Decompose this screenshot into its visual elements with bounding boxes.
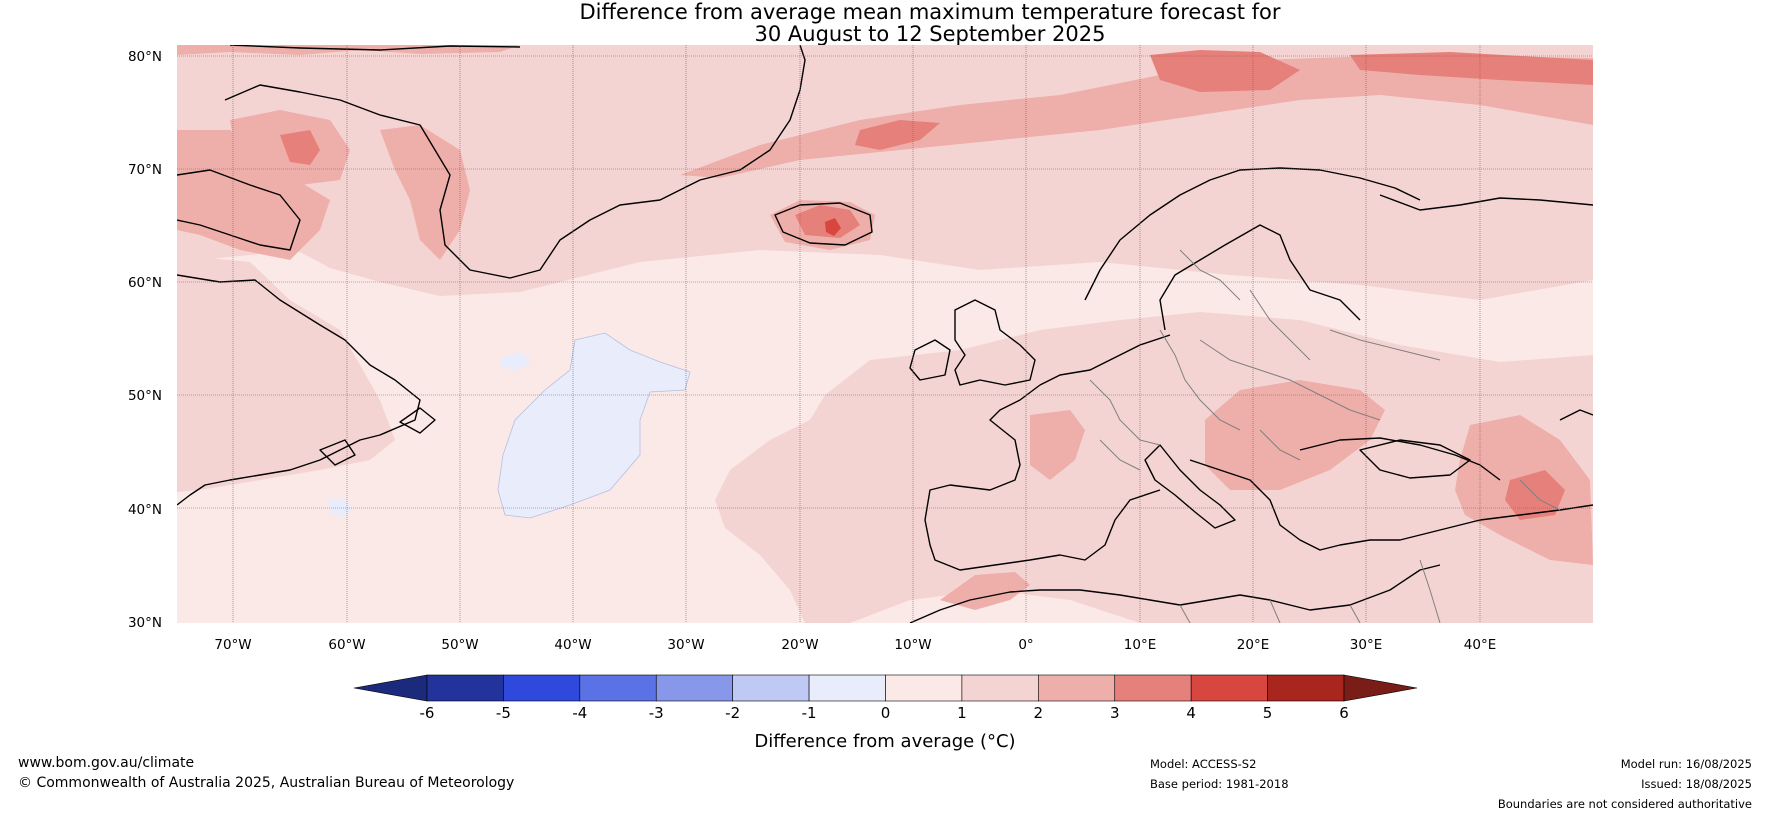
colorbar-label: Difference from average (°C) — [754, 731, 1015, 752]
map-title-line-2: 30 August to 12 September 2025 — [754, 22, 1106, 46]
lon-label: 0° — [1018, 637, 1033, 653]
lon-label: 40°E — [1464, 637, 1496, 653]
colorbar-swatch — [426, 674, 504, 702]
colorbar-tick-label: 4 — [1186, 704, 1196, 722]
model-text: Model: ACCESS-S2 — [1150, 757, 1257, 771]
issued-text: Issued: 18/08/2025 — [1641, 777, 1752, 791]
lat-label: 40°N — [128, 502, 162, 518]
lat-label: 80°N — [128, 49, 162, 65]
lon-label: 20°W — [781, 637, 818, 653]
lon-label: 70°W — [214, 637, 251, 653]
coastlines — [177, 45, 1593, 623]
graticule — [177, 45, 1593, 623]
lon-label: 30°W — [667, 637, 704, 653]
colorbar-tick-labels: -6 -5 -4 -3 -2 -1 0 1 2 3 4 5 6 — [420, 704, 1349, 722]
anomaly-neg1-0-regions — [328, 332, 691, 519]
anomaly-2-3-regions — [177, 45, 1593, 610]
colorbar-swatches — [426, 674, 1345, 702]
lat-label: 50°N — [128, 388, 162, 404]
colorbar-tick-label: -5 — [496, 704, 511, 722]
lon-label: 60°W — [328, 637, 365, 653]
longitude-labels: 70°W 60°W 50°W 40°W 30°W 20°W 10°W 0° 10… — [214, 637, 1496, 653]
base-period-text: Base period: 1981-2018 — [1150, 777, 1289, 791]
colorbar-swatch — [1114, 674, 1192, 702]
colorbar-swatch — [732, 674, 810, 702]
colorbar-swatch — [961, 674, 1039, 702]
colorbar-tick-label: 5 — [1263, 704, 1273, 722]
map-area — [177, 45, 1593, 623]
country-borders — [1089, 249, 1561, 623]
lat-label: 70°N — [128, 162, 162, 178]
map-title-line-1: Difference from average mean maximum tem… — [579, 0, 1281, 24]
colorbar-tick-label: 3 — [1110, 704, 1120, 722]
colorbar-swatch — [1038, 674, 1116, 702]
colorbar-swatch — [655, 674, 733, 702]
colorbar-tick-label: 0 — [881, 704, 891, 722]
lat-label: 30°N — [128, 615, 162, 631]
colorbar-tick-label: 6 — [1339, 704, 1349, 722]
colorbar-swatch — [1190, 674, 1268, 702]
lon-label: 50°W — [441, 637, 478, 653]
colorbar-swatch — [885, 674, 963, 702]
lon-label: 10°W — [894, 637, 931, 653]
colorbar-tick-label: 2 — [1034, 704, 1044, 722]
disclaimer-text: Boundaries are not considered authoritat… — [1497, 797, 1752, 811]
colorbar-tick-label: -2 — [725, 704, 740, 722]
colorbar: -6 -5 -4 -3 -2 -1 0 1 2 3 4 5 6 Difference from aver… — [353, 674, 1418, 752]
colorbar-tick-label: -1 — [802, 704, 817, 722]
lon-label: 10°E — [1124, 637, 1156, 653]
latitude-labels: 80°N 70°N 60°N 50°N 40°N 30°N — [128, 49, 162, 631]
colorbar-swatch — [808, 674, 886, 702]
website-text: www.bom.gov.au/climate — [18, 755, 195, 771]
copyright-text: © Commonwealth of Australia 2025, Austra… — [18, 775, 515, 791]
colorbar-swatch — [503, 674, 581, 702]
colorbar-tick-label: -3 — [649, 704, 664, 722]
colorbar-tick-label: -6 — [420, 704, 435, 722]
colorbar-under-arrow — [353, 674, 428, 702]
colorbar-swatch — [579, 674, 657, 702]
lon-label: 30°E — [1350, 637, 1382, 653]
lon-label: 40°W — [554, 637, 591, 653]
colorbar-swatch — [1267, 674, 1345, 702]
lat-label: 60°N — [128, 275, 162, 291]
colorbar-over-arrow — [1343, 674, 1418, 702]
colorbar-tick-label: -4 — [572, 704, 587, 722]
lon-label: 20°E — [1237, 637, 1269, 653]
anomaly-4-5-regions — [825, 218, 841, 236]
colorbar-tick-label: 1 — [957, 704, 967, 722]
model-run-text: Model run: 16/08/2025 — [1620, 757, 1752, 771]
